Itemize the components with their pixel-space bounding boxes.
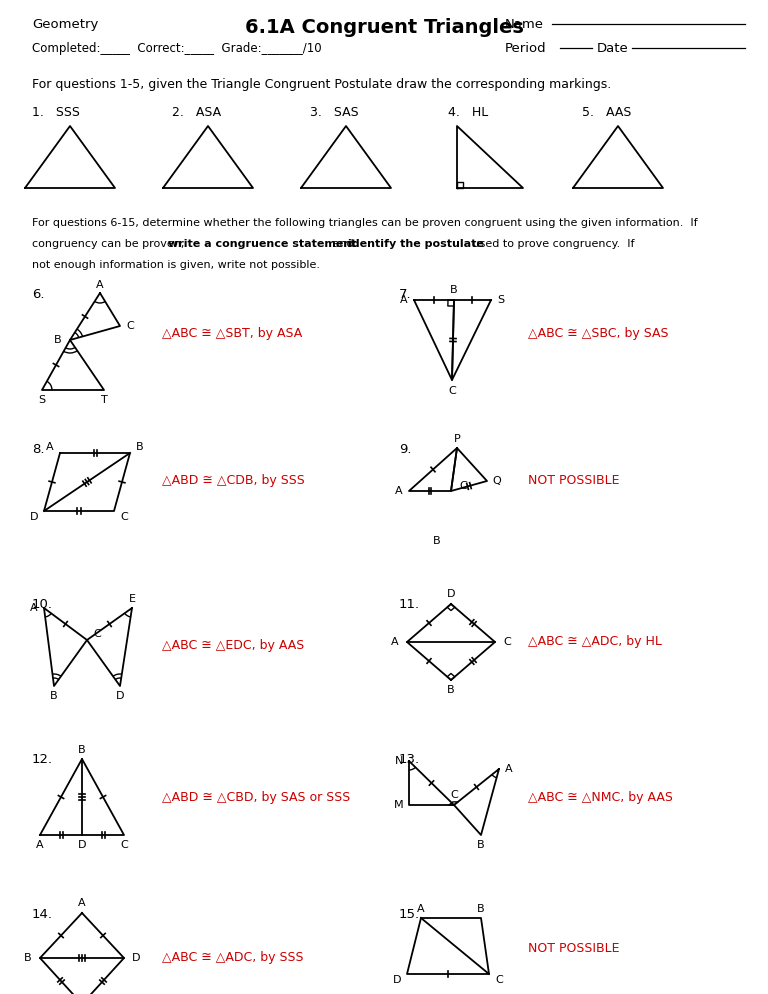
Text: 10.: 10. xyxy=(32,598,53,611)
Text: C: C xyxy=(126,321,134,331)
Text: 6.1A Congruent Triangles: 6.1A Congruent Triangles xyxy=(244,18,524,37)
Text: A: A xyxy=(78,898,86,908)
Text: D: D xyxy=(447,589,455,599)
Text: C: C xyxy=(503,637,511,647)
Text: D: D xyxy=(392,975,401,985)
Text: identify the postulate: identify the postulate xyxy=(348,239,484,249)
Text: 4.   HL: 4. HL xyxy=(448,106,488,119)
Text: congruency can be proven,: congruency can be proven, xyxy=(32,239,188,249)
Text: A: A xyxy=(417,904,425,914)
Text: C: C xyxy=(93,629,101,639)
Text: 5.   AAS: 5. AAS xyxy=(582,106,631,119)
Text: C: C xyxy=(448,386,456,396)
Text: B: B xyxy=(433,536,441,546)
Text: C: C xyxy=(459,481,467,491)
Text: B: B xyxy=(477,904,485,914)
Text: 13.: 13. xyxy=(399,753,420,766)
Text: 15.: 15. xyxy=(399,908,420,921)
Text: 3.   SAS: 3. SAS xyxy=(310,106,359,119)
Text: B: B xyxy=(136,442,144,452)
Text: △ABC ≅ △ADC, by HL: △ABC ≅ △ADC, by HL xyxy=(528,635,662,648)
Text: B: B xyxy=(55,335,61,345)
Text: B: B xyxy=(450,285,458,295)
Text: A: A xyxy=(396,486,402,496)
Text: For questions 6-15, determine whether the following triangles can be proven cong: For questions 6-15, determine whether th… xyxy=(32,218,697,228)
Text: C: C xyxy=(450,790,458,800)
Text: △ABD ≅ △CDB, by SSS: △ABD ≅ △CDB, by SSS xyxy=(162,474,305,487)
Text: 2.   ASA: 2. ASA xyxy=(172,106,221,119)
Text: T: T xyxy=(101,395,108,405)
Text: E: E xyxy=(128,594,135,604)
Text: 11.: 11. xyxy=(399,598,420,611)
Text: and: and xyxy=(329,239,357,249)
Text: A: A xyxy=(391,637,399,647)
Text: 12.: 12. xyxy=(32,753,53,766)
Text: Q: Q xyxy=(492,476,502,486)
Text: S: S xyxy=(38,395,45,405)
Text: 14.: 14. xyxy=(32,908,53,921)
Text: C: C xyxy=(120,512,128,522)
Text: P: P xyxy=(454,434,460,444)
Text: △ABC ≅ △ADC, by SSS: △ABC ≅ △ADC, by SSS xyxy=(162,951,303,964)
Text: Period: Period xyxy=(505,42,547,55)
Text: write a congruence statement: write a congruence statement xyxy=(168,239,356,249)
Text: D: D xyxy=(116,691,124,701)
Text: C: C xyxy=(120,840,128,850)
Text: Name: Name xyxy=(505,18,544,31)
Text: D: D xyxy=(30,512,38,522)
Text: A: A xyxy=(96,280,104,290)
Text: △ABD ≅ △CBD, by SAS or SSS: △ABD ≅ △CBD, by SAS or SSS xyxy=(162,790,350,803)
Text: D: D xyxy=(132,953,141,963)
Text: B: B xyxy=(477,840,485,850)
Text: M: M xyxy=(394,800,404,810)
Text: Date: Date xyxy=(597,42,629,55)
Text: 1.   SSS: 1. SSS xyxy=(32,106,80,119)
Text: A: A xyxy=(505,764,513,774)
Text: B: B xyxy=(447,685,455,695)
Text: NOT POSSIBLE: NOT POSSIBLE xyxy=(528,941,620,954)
Text: A: A xyxy=(36,840,44,850)
Text: △ABC ≅ △SBC, by SAS: △ABC ≅ △SBC, by SAS xyxy=(528,326,668,340)
Text: 6.: 6. xyxy=(32,288,45,301)
Text: △ABC ≅ △SBT, by ASA: △ABC ≅ △SBT, by ASA xyxy=(162,326,303,340)
Text: △ABC ≅ △EDC, by AAS: △ABC ≅ △EDC, by AAS xyxy=(162,639,304,652)
Text: Geometry: Geometry xyxy=(32,18,98,31)
Text: S: S xyxy=(498,295,505,305)
Text: 8.: 8. xyxy=(32,443,45,456)
Text: 7.: 7. xyxy=(399,288,412,301)
Text: B: B xyxy=(78,745,86,755)
Text: used to prove congruency.  If: used to prove congruency. If xyxy=(469,239,634,249)
Text: D: D xyxy=(78,840,86,850)
Text: 9.: 9. xyxy=(399,443,412,456)
Text: Completed:_____  Correct:_____  Grade:_______/10: Completed:_____ Correct:_____ Grade:____… xyxy=(32,42,322,55)
Text: not enough information is given, write not possible.: not enough information is given, write n… xyxy=(32,260,320,270)
Text: For questions 1-5, given the Triangle Congruent Postulate draw the corresponding: For questions 1-5, given the Triangle Co… xyxy=(32,78,611,91)
Text: NOT POSSIBLE: NOT POSSIBLE xyxy=(528,474,620,487)
Text: △ABC ≅ △NMC, by AAS: △ABC ≅ △NMC, by AAS xyxy=(528,790,673,803)
Text: A: A xyxy=(46,442,54,452)
Text: A: A xyxy=(30,603,38,613)
Text: B: B xyxy=(50,691,58,701)
Text: C: C xyxy=(495,975,503,985)
Text: B: B xyxy=(24,953,31,963)
Text: N: N xyxy=(395,756,403,766)
Text: A: A xyxy=(400,295,408,305)
